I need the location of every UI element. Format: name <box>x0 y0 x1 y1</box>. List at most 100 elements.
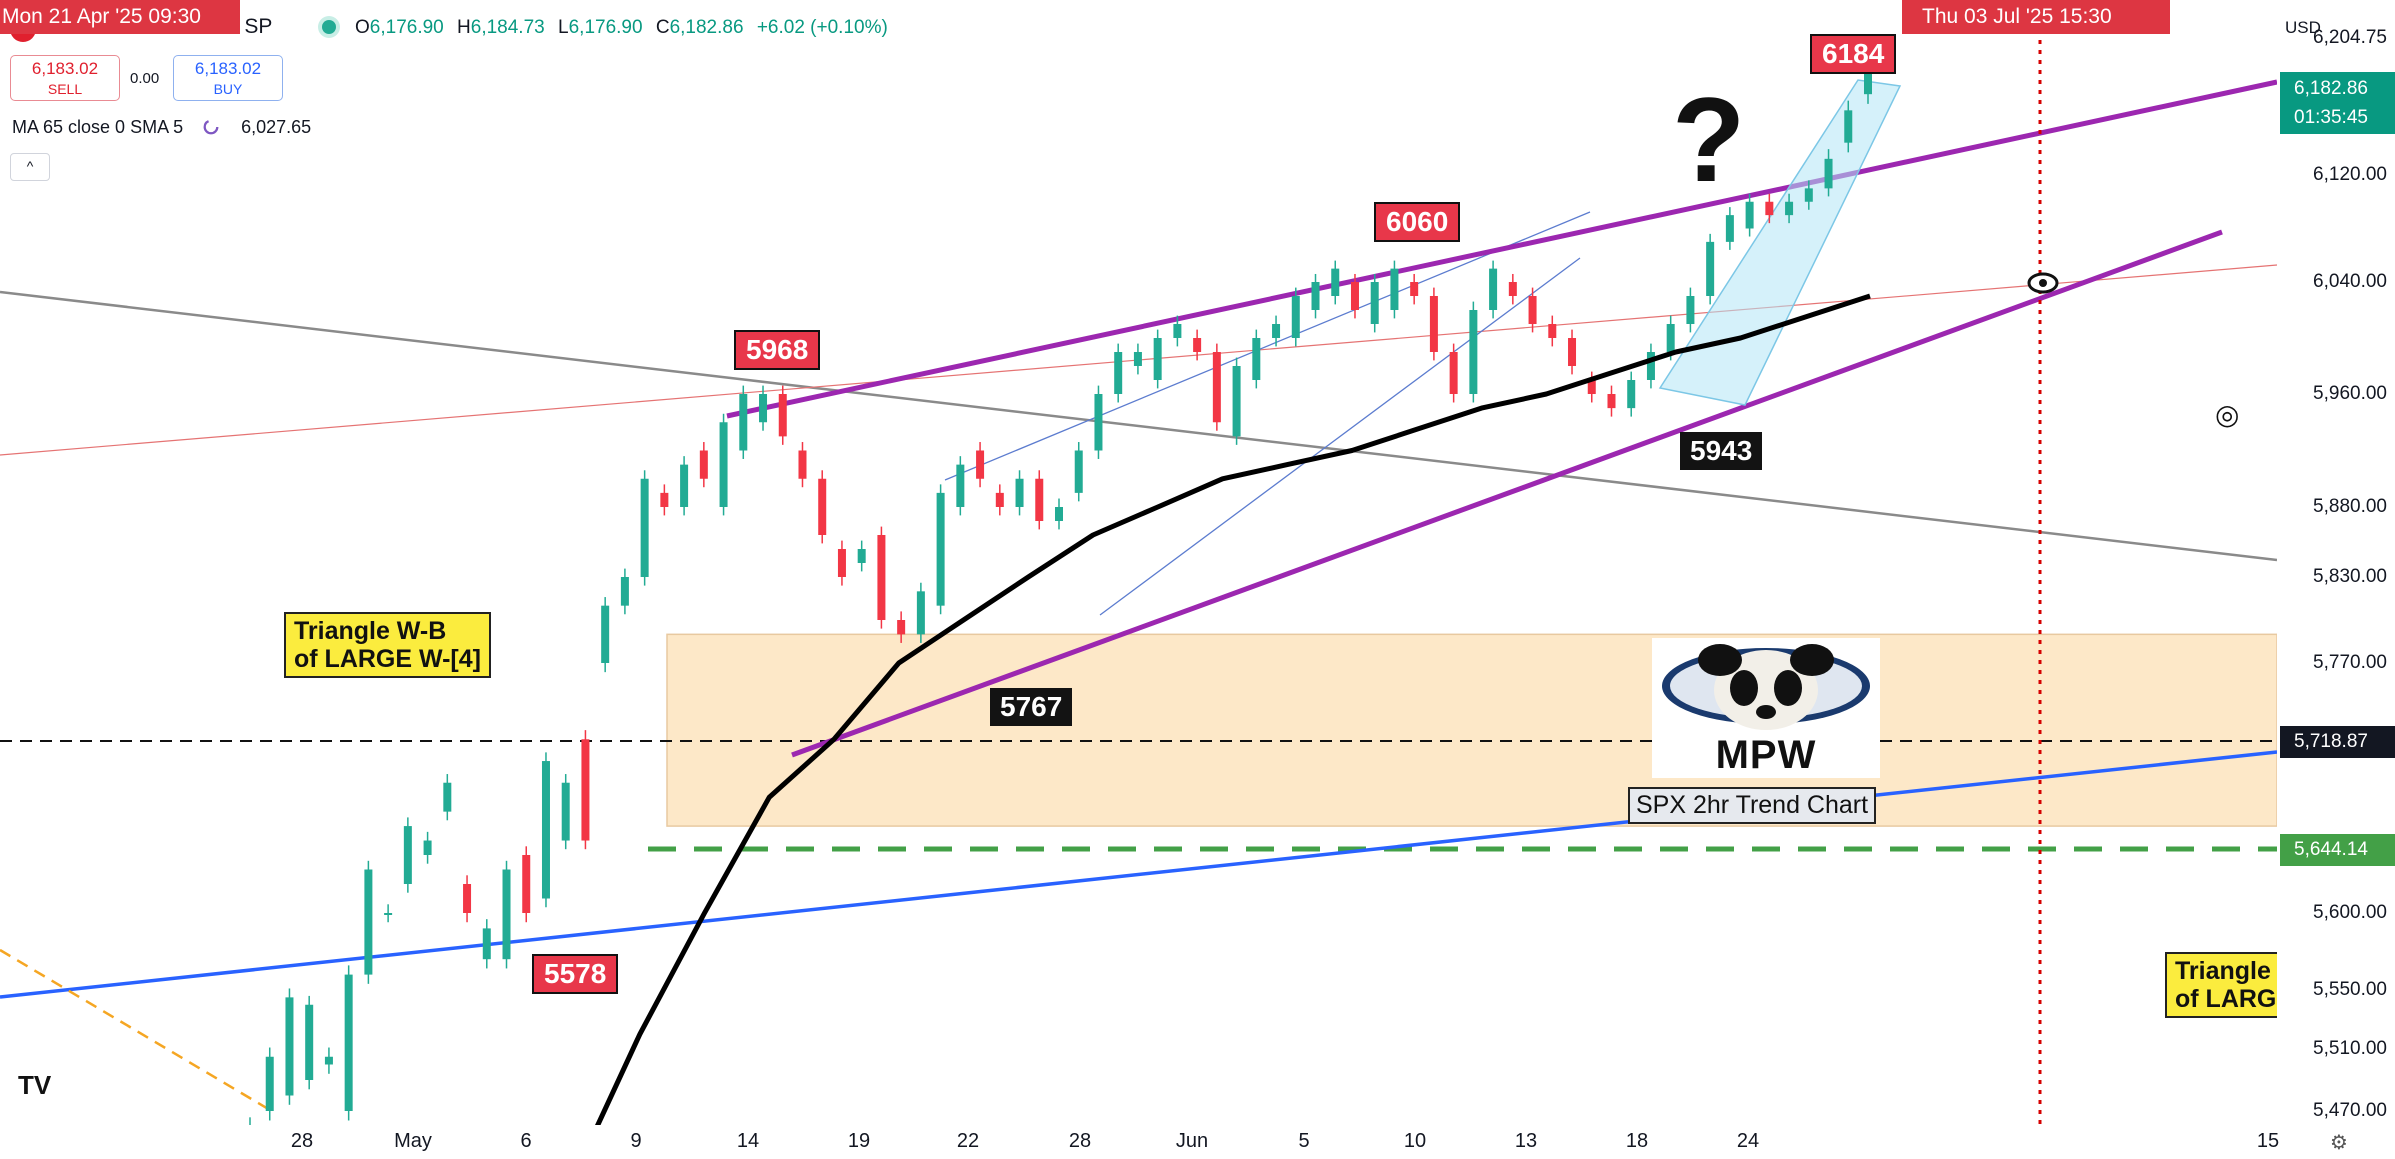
candle-body <box>324 1056 333 1065</box>
question-mark: ? <box>1672 73 1746 207</box>
last-price-tag: 6,182.86 01:35:45 <box>2280 72 2395 134</box>
candle-body <box>680 464 689 507</box>
wedge-line-upper <box>944 211 1591 481</box>
time-crosshair-right: Thu 03 Jul '25 15:30 <box>1902 0 2170 34</box>
chart-caption: SPX 2hr Trend Chart <box>1628 787 1877 824</box>
candle-body <box>1212 352 1221 423</box>
ma-label: MA 65 close 0 SMA 5 <box>12 117 184 137</box>
collapse-legend-button[interactable]: ^ <box>10 153 50 181</box>
candle-body <box>818 478 827 535</box>
ohlc-legend: O6,176.90 H6,184.73 L6,176.90 C6,182.86 … <box>355 17 896 39</box>
candle-body <box>1074 450 1083 493</box>
buy-label: BUY <box>213 81 243 97</box>
label-5767: 5767 <box>990 688 1073 726</box>
time-tick-label: 19 <box>847 1130 871 1152</box>
tradingview-logo-icon[interactable]: TV <box>18 1070 52 1100</box>
candle-body <box>443 782 452 812</box>
candle-body <box>1804 188 1813 202</box>
candle-body <box>1587 380 1596 394</box>
candle-body <box>1055 507 1063 521</box>
candle-body <box>265 1056 274 1111</box>
candle-body <box>837 549 846 577</box>
price-axis[interactable]: USD <box>2277 0 2395 1125</box>
target-icon[interactable]: ◎ <box>2215 399 2240 430</box>
ohlc-low-value: 6,176.90 <box>568 17 643 38</box>
time-tick-label: 10 <box>1403 1130 1427 1152</box>
candle-body <box>1291 296 1300 338</box>
candle-body <box>1410 282 1419 296</box>
candle-body <box>1153 338 1162 380</box>
candle-body <box>423 840 432 856</box>
triangle-note-right-line1: Triangle <box>2175 957 2271 985</box>
candle-body <box>1311 282 1320 310</box>
spread-value: 0.00 <box>130 70 160 87</box>
currency-label[interactable]: USD <box>2285 18 2321 37</box>
time-tick-label: 28 <box>1068 1130 1092 1152</box>
buy-button[interactable]: 6,183.02 BUY <box>173 55 283 101</box>
candle-body <box>1627 380 1636 409</box>
candle-body <box>305 1004 314 1080</box>
candle-body <box>1133 352 1142 366</box>
candle-body <box>403 826 412 885</box>
ma-value: 6,027.65 <box>241 117 312 137</box>
candle-body <box>640 478 649 577</box>
time-axis[interactable] <box>0 1125 2395 1159</box>
candle-body <box>1272 324 1281 338</box>
time-tick-label: May <box>394 1130 432 1152</box>
candle-body <box>857 549 866 563</box>
label-6184: 6184 <box>1810 34 1897 74</box>
candle-body <box>1469 310 1478 394</box>
eye-icon-pupil <box>2039 279 2047 287</box>
time-tick-label: 5 <box>1298 1130 1310 1152</box>
candle-body <box>1331 268 1340 296</box>
price-tick-label: 5,510.00 <box>2313 1038 2387 1059</box>
price-tick-label: 5,470.00 <box>2313 1100 2387 1121</box>
candle-body <box>384 913 393 915</box>
candle-body <box>1035 478 1044 521</box>
price-tick-label: 6,040.00 <box>2313 271 2387 292</box>
candle-body <box>956 464 965 507</box>
candle-body <box>561 782 570 841</box>
candle-body <box>995 492 1004 507</box>
triangle-note: Triangle W-B of LARGE W-[4] <box>284 612 491 678</box>
candle-body <box>1607 394 1616 409</box>
channel-upper-line <box>726 79 2278 419</box>
candle-body <box>916 591 925 635</box>
candle-body <box>620 577 629 606</box>
candle-body <box>1646 352 1655 380</box>
candle-body <box>1844 110 1853 143</box>
candle-body <box>1094 394 1103 451</box>
downtrend-line-gray <box>0 290 2278 562</box>
candle-body <box>1350 282 1359 310</box>
ohlc-high-key: H <box>457 17 471 38</box>
candle-body <box>1449 352 1458 394</box>
label-5578: 5578 <box>532 954 619 994</box>
channel-lower-line <box>791 229 2223 758</box>
ma-indicator-legend[interactable]: MA 65 close 0 SMA 5 6,027.65 <box>12 117 311 138</box>
candle-body <box>1686 296 1695 324</box>
time-tick-label: 22 <box>956 1130 980 1152</box>
candle-body <box>699 450 708 479</box>
time-tick-label: 24 <box>1736 1130 1760 1152</box>
candle-body <box>581 739 590 841</box>
candle-body <box>1824 158 1833 189</box>
last-price-value: 6,182.86 <box>2294 78 2368 99</box>
triangle-note-line2: of LARGE W-[4] <box>294 645 481 673</box>
price-tick-label: 5,550.00 <box>2313 979 2387 1000</box>
sell-button[interactable]: 6,183.02 SELL <box>10 55 120 101</box>
wedge-line-lower <box>1099 257 1581 616</box>
label-5968: 5968 <box>734 330 821 370</box>
triangle-note-line1: Triangle W-B <box>294 617 447 645</box>
candle-body <box>1548 324 1557 338</box>
candle-body <box>936 492 945 606</box>
ohlc-close-key: C <box>655 17 670 38</box>
label-5943: 5943 <box>1680 432 1763 470</box>
candle-body <box>1193 338 1202 352</box>
ohlc-open-value: 6,176.90 <box>369 17 444 38</box>
settings-gear-icon[interactable]: ⚙ <box>2330 1132 2348 1154</box>
mpw-logo: MPW <box>1652 638 1880 778</box>
sell-label: SELL <box>47 81 83 97</box>
ohlc-open-key: O <box>355 17 370 38</box>
rising-channel-box <box>1658 79 1902 406</box>
